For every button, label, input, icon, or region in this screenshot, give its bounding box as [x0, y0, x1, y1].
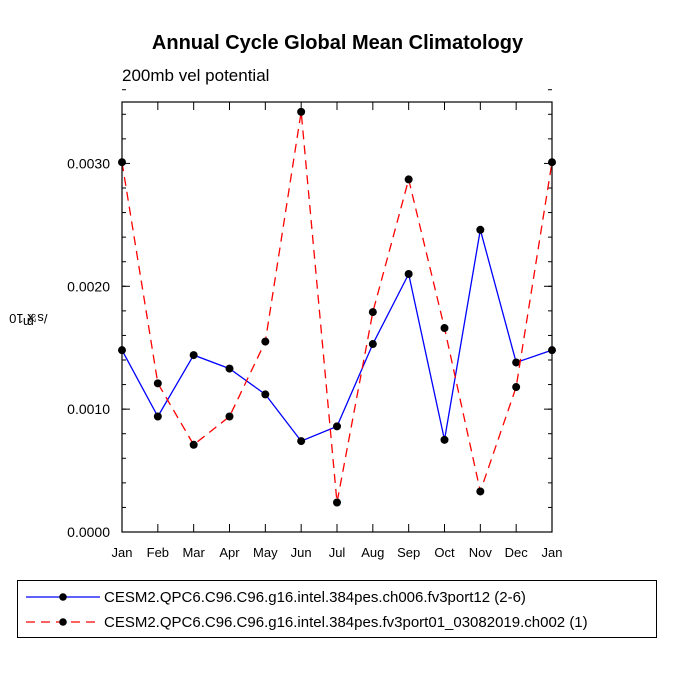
x-tick-label-6: Jul [329, 545, 346, 560]
x-tick-label-12: Jan [542, 545, 563, 560]
x-tick-label-11: Dec [505, 545, 529, 560]
plot-frame [121, 101, 553, 533]
series-2-point-7 [368, 308, 377, 317]
legend-swatch-series-2 [26, 618, 100, 626]
plot-area: Jan Feb Mar Apr May Jun Jul Aug Sep Oct Nov Dec Jan0… [67, 89, 563, 560]
series-2-point-11 [512, 383, 521, 392]
series-1-point-10 [476, 225, 485, 234]
x-tick-label-9: Oct [434, 545, 455, 560]
legend-entry-series-2: CESM2.QPC6.C96.C96.g16.intel.384pes.fv3p… [18, 611, 656, 635]
series-2-point-4 [261, 337, 270, 346]
legend-entry-series-1: CESM2.QPC6.C96.C96.g16.intel.384pes.ch00… [18, 586, 656, 610]
series-1-point-2 [189, 351, 198, 360]
legend-label-series-1: CESM2.QPC6.C96.C96.g16.intel.384pes.ch00… [104, 589, 526, 606]
legend-swatch-series-1 [26, 593, 100, 601]
series-2-point-3 [225, 412, 234, 421]
series-2-point-1 [153, 379, 162, 388]
series-1-point-3 [225, 364, 234, 373]
series-1-point-4 [261, 390, 270, 399]
x-tick-label-1: Feb [147, 545, 169, 560]
chart-subtitle: 200mb vel potential [122, 66, 270, 85]
chart-title: Annual Cycle Global Mean Climatology [151, 32, 524, 54]
x-tick-label-7: Aug [361, 545, 384, 560]
x-tick-label-8: Sep [397, 545, 420, 560]
y-tick-label-3: 0.0030 [67, 155, 110, 171]
x-tick-label-0: Jan [112, 545, 133, 560]
series-1-point-8 [404, 270, 413, 278]
x-tick-label-4: May [253, 545, 278, 560]
series-line-1 [121, 229, 553, 442]
y-tick-label-0: 0.0000 [67, 524, 110, 540]
series-1-point-9 [440, 435, 449, 444]
series-1-point-7 [368, 340, 377, 349]
series-1-point-11 [512, 358, 521, 367]
series-2-point-5 [297, 107, 306, 116]
x-tick-label-3: Apr [219, 545, 240, 560]
series-line-2 [121, 111, 553, 503]
series-2-point-6 [333, 498, 341, 507]
x-tick-label-10: Nov [469, 545, 493, 560]
series-2-point-8 [404, 175, 413, 184]
legend-label-series-2: CESM2.QPC6.C96.C96.g16.intel.384pes.fv3p… [104, 614, 588, 631]
x-tick-label-5: Jun [291, 545, 312, 560]
series-1-point-6 [333, 422, 341, 431]
series-1-point-1 [153, 412, 162, 421]
x-tick-label-2: Mar [182, 545, 205, 560]
legend: CESM2.QPC6.C96.C96.g16.intel.384pes.ch00… [17, 580, 657, 638]
series-2-point-10 [476, 487, 485, 496]
series-2-point-2 [189, 440, 198, 449]
series-1-point-5 [297, 437, 306, 446]
series-2-point-9 [440, 324, 449, 333]
y-tick-label-1: 0.0010 [67, 401, 110, 417]
y-tick-label-2: 0.0020 [67, 278, 110, 294]
